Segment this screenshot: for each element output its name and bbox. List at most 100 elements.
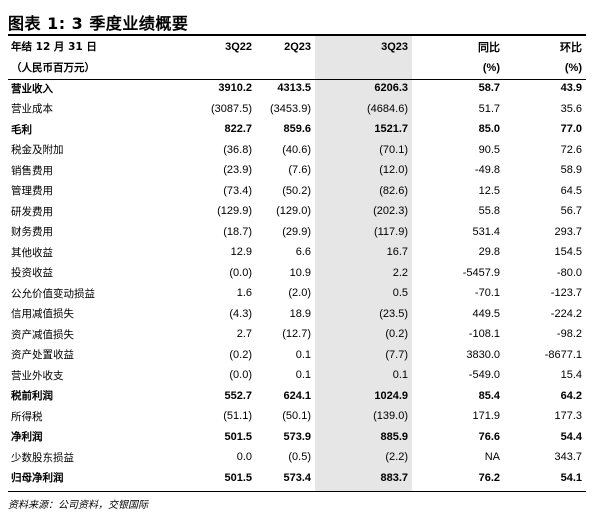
row-value: 2.2 [392,266,408,279]
row-value: -108.1 [468,328,500,341]
row-value: (2.2) [385,451,408,464]
row-value: 90.5 [478,143,500,156]
row-label: 销售费用 [11,164,53,177]
header-row-2: （人民币百万元） (%) (%) [8,57,586,78]
row-value: NA [484,451,500,464]
row-value: (0.5) [288,451,311,464]
row-value: -224.2 [550,307,582,320]
row-value: (82.6) [379,184,408,197]
row-value: (23.9) [223,164,252,177]
row-value: 29.8 [478,246,500,259]
header-qoq-unit: (%) [564,61,582,74]
table-row: 营业外收支 (0.0) 0.1 0.1 -549.0 15.4 [8,365,586,386]
row-value: (3453.9) [270,102,311,115]
row-value: 573.9 [283,430,311,443]
row-value: 6.6 [295,246,311,259]
table-row: 净利润 501.5 573.9 885.9 76.6 54.4 [8,427,586,448]
header-blank-1 [194,57,256,78]
row-value: (4.3) [229,307,252,320]
header-blank-3 [315,57,412,78]
row-value: (70.1) [379,143,408,156]
table-row: 研发费用 (129.9) (129.0) (202.3) 55.8 56.7 [8,201,586,222]
row-value: (29.9) [282,225,311,238]
table-row: 毛利 822.7 859.6 1521.7 85.0 77.0 [8,119,586,140]
row-value: 43.9 [560,82,582,95]
header-blank-2 [256,57,315,78]
row-value: (129.0) [276,205,311,218]
row-label: 管理费用 [11,185,53,198]
row-value: 531.4 [472,225,500,238]
row-value: 51.7 [478,102,500,115]
row-value: 54.4 [560,430,582,443]
row-value: 56.7 [560,205,582,218]
row-value: 177.3 [554,410,582,423]
row-value: (0.2) [385,328,408,341]
row-value: 501.5 [224,430,252,443]
row-value: 76.2 [478,471,500,484]
header-yoy: 同比 [478,41,500,54]
row-label: 其他收益 [11,246,53,259]
row-value: 293.7 [554,225,582,238]
header-fiscal-year: 年结 12 月 31 日 [11,41,97,53]
row-value: 77.0 [560,123,582,136]
highlight-column-3q23 [315,35,412,491]
row-value: (12.7) [282,328,311,341]
row-value: 72.6 [560,143,582,156]
row-value: 76.6 [478,430,500,443]
row-label: 营业成本 [11,103,53,116]
table-row: 税前利润 552.7 624.1 1024.9 85.4 64.2 [8,386,586,407]
row-value: 2.7 [236,328,252,341]
table-row: 公允价值变动损益 1.6 (2.0) 0.5 -70.1 -123.7 [8,283,586,304]
table-row: 归母净利润 501.5 573.4 883.7 76.2 54.1 [8,468,586,489]
row-label: 净利润 [11,431,43,444]
row-value: 54.1 [560,471,582,484]
row-value: 64.5 [560,184,582,197]
row-value: 171.9 [472,410,500,423]
source-note: 资料来源：公司资料，交银国际 [8,500,148,511]
row-label: 少数股东损益 [11,451,74,464]
row-label: 公允价值变动损益 [11,287,95,300]
header-3q23: 3Q23 [381,40,408,53]
table-row: 少数股东损益 0.0 (0.5) (2.2) NA 343.7 [8,447,586,468]
row-value: 3910.2 [218,82,252,95]
row-value: (18.7) [223,225,252,238]
row-value: (4684.6) [367,102,408,115]
table-row: 税金及附加 (36.8) (40.6) (70.1) 90.5 72.6 [8,140,586,161]
row-value: 10.9 [289,266,311,279]
row-value: 449.5 [472,307,500,320]
row-value: 3830.0 [466,348,500,361]
row-value: 64.2 [560,389,582,402]
table-row: 营业成本 (3087.5) (3453.9) (4684.6) 51.7 35.6 [8,99,586,120]
row-value: 883.7 [380,471,408,484]
header-2q23: 2Q23 [284,40,311,53]
row-value: 85.0 [478,123,500,136]
row-label: 投资收益 [11,267,53,280]
row-value: (7.7) [385,348,408,361]
row-value: -123.7 [550,287,582,300]
row-value: (0.0) [229,266,252,279]
row-value: 58.9 [560,164,582,177]
row-value: 18.9 [289,307,311,320]
table-row: 其他收益 12.9 6.6 16.7 29.8 154.5 [8,242,586,263]
row-value: (139.0) [373,410,408,423]
row-label: 营业外收支 [11,369,64,382]
table-row: 信用减值损失 (4.3) 18.9 (23.5) 449.5 -224.2 [8,304,586,325]
row-value: -98.2 [556,328,582,341]
row-value: 822.7 [224,123,252,136]
table-row: 财务费用 (18.7) (29.9) (117.9) 531.4 293.7 [8,222,586,243]
row-value: (50.1) [282,410,311,423]
row-value: (202.3) [373,205,408,218]
row-value: 35.6 [560,102,582,115]
table-row: 资产减值损失 2.7 (12.7) (0.2) -108.1 -98.2 [8,324,586,345]
row-value: (117.9) [373,225,408,238]
header-3q22: 3Q22 [225,40,252,53]
row-value: (50.2) [282,184,311,197]
table-row: 所得税 (51.1) (50.1) (139.0) 171.9 177.3 [8,406,586,427]
row-value: 859.6 [283,123,311,136]
row-label: 资产处置收益 [11,349,74,362]
row-label: 资产减值损失 [11,328,74,341]
row-label: 所得税 [11,410,43,423]
row-value: 0.0 [236,451,252,464]
row-value: 15.4 [560,369,582,382]
row-value: 6206.3 [374,82,408,95]
